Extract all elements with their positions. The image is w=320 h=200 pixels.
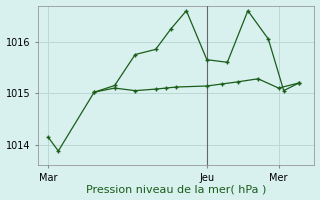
X-axis label: Pression niveau de la mer( hPa ): Pression niveau de la mer( hPa ) <box>86 184 266 194</box>
